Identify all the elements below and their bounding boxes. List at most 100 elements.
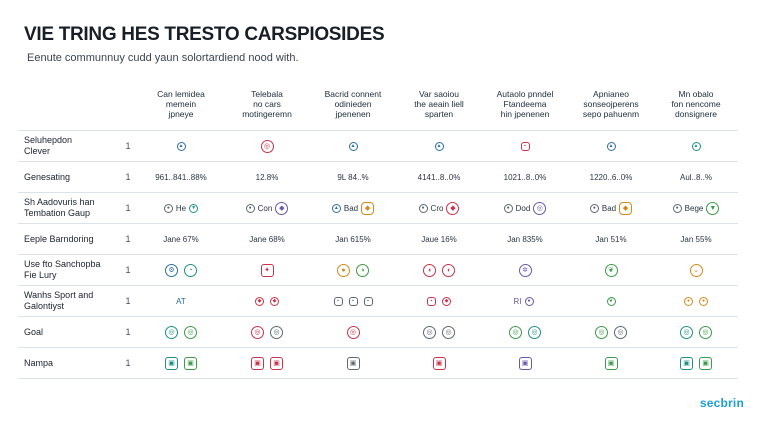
table-cell: ● ◑ xyxy=(310,254,396,286)
table-cell: ● ● xyxy=(654,285,738,317)
row-label-text: Eeple Barndoring xyxy=(24,233,94,244)
settings-icon: ⚙ xyxy=(165,263,178,277)
row-label: Sh Aadovuris han Tembation Gaup xyxy=(18,192,118,224)
row-index: 1 xyxy=(118,347,138,379)
column-header: Telebala no cars motingeremn xyxy=(224,78,310,131)
table-cell: ✲ xyxy=(482,254,568,286)
shield-icon: ▼ xyxy=(189,203,199,213)
row-label: Use fto Sanchopba Fie Lury xyxy=(18,254,118,286)
table-cell: ◎ xyxy=(310,316,396,348)
shield-icon: ▲ xyxy=(606,141,616,151)
table-cell: ▪ xyxy=(482,130,568,162)
cell-tag: Con xyxy=(257,203,273,213)
table-cell: 1220..6..0% xyxy=(568,161,654,193)
window-icon: ▣ xyxy=(518,356,532,370)
column-header: Autaolo pnndel Ftandeema hin jpenenen xyxy=(482,78,568,131)
table-row: Seluhepdon Clever 1 ▲ ◎ ▲ ▲ ▪ ▲ ▲ xyxy=(18,130,738,162)
column-header-label: Var saoiou the aeain liell sparten xyxy=(414,89,464,119)
grid-icon: ▪ xyxy=(427,296,436,306)
window-icon: ▣ xyxy=(432,356,446,370)
table-cell: Aul..8..% xyxy=(654,161,738,193)
table-cell: ❦ xyxy=(568,254,654,286)
corner-cell xyxy=(18,78,118,131)
table-row: Goal 1 ◎ ◎ ◎ ◎ ◎ ◎ ◎ ◎ ◎ ◎ ◎ ◎ ◎ xyxy=(18,316,738,348)
target-icon: ◎ xyxy=(251,325,264,339)
table-cell: AT xyxy=(138,285,224,317)
table-cell: ▲ Bad ◆ xyxy=(310,192,396,224)
target-icon: ◎ xyxy=(423,325,436,339)
globe-icon: ✲ xyxy=(518,263,532,277)
table-row: Eeple Barndoring 1 Jane 67% Jane 68% Jan… xyxy=(18,223,738,255)
table-cell: ● Con ◆ xyxy=(224,192,310,224)
chart-icon: ▪ xyxy=(520,141,530,151)
globe-icon: ◎ xyxy=(533,201,547,215)
eye-icon: ● xyxy=(163,203,173,213)
table-cell: ● Bad ◆ xyxy=(568,192,654,224)
window-icon: ▣ xyxy=(680,356,693,370)
cell-tag: Bad xyxy=(601,203,617,213)
window-icon: ▣ xyxy=(184,356,197,370)
row-index: 1 xyxy=(118,223,138,255)
shield-icon: ▲ xyxy=(176,141,186,151)
table-cell: ◎ ◎ xyxy=(482,316,568,348)
brand-logo: secbrin xyxy=(699,396,744,410)
window-icon: ▣ xyxy=(346,356,360,370)
row-index: 1 xyxy=(118,254,138,286)
badge-icon: ◆ xyxy=(619,201,633,215)
row-label: Nampa xyxy=(18,347,118,379)
table-cell: ◆ ◆ xyxy=(224,285,310,317)
target-icon: ◎ xyxy=(165,325,178,339)
column-header-label: Apnianeo sonseojperens sepo pahuenm xyxy=(582,89,640,119)
shield-icon: ▲ xyxy=(331,203,341,213)
row-index: 1 xyxy=(118,316,138,348)
target-icon: ◎ xyxy=(346,325,360,339)
row-label: Genesating xyxy=(18,161,118,193)
table-cell: ▲ xyxy=(138,130,224,162)
row-label: Eeple Barndoring xyxy=(18,223,118,255)
chevron-icon: ● xyxy=(684,296,693,306)
chevron-icon: ● xyxy=(699,296,708,306)
cell-tag: RI xyxy=(513,296,522,306)
table-cell: ◎ ◎ xyxy=(568,316,654,348)
cell-tag: Dod xyxy=(515,203,531,213)
row-index: 1 xyxy=(118,130,138,162)
table-cell: RI ● xyxy=(482,285,568,317)
table-cell: Jan 55% xyxy=(654,223,738,255)
table-cell: ◎ ◎ xyxy=(396,316,482,348)
row-label-text: Wanhs Sport and Galontiyst xyxy=(24,290,94,311)
chevron-icon: ⌄ xyxy=(689,263,703,277)
table-cell: ⚙ ◔ xyxy=(138,254,224,286)
table-cell: ▣ xyxy=(310,347,396,379)
column-header: Apnianeo sonseojperens sepo pahuenm xyxy=(568,78,654,131)
table-cell: Jan 835% xyxy=(482,223,568,255)
pin-icon: ◗ xyxy=(442,263,455,277)
column-header-label: Can lemidea memein jpneye xyxy=(157,89,205,119)
eye-icon: ● xyxy=(245,203,255,213)
table-cell: ▣ ▣ xyxy=(654,347,738,379)
flag-icon: ◆ xyxy=(270,296,279,306)
row-label-text: Genesating xyxy=(24,171,71,182)
table-cell: Jan 51% xyxy=(568,223,654,255)
window-icon: ▣ xyxy=(604,356,618,370)
grid-icon: ▪ xyxy=(348,296,358,306)
table-cell: ◎ ◎ xyxy=(654,316,738,348)
row-index: 1 xyxy=(118,192,138,224)
table-cell: 961..841..88% xyxy=(138,161,224,193)
table-cell: ▪ ▪ ▪ xyxy=(310,285,396,317)
cell-tag: He xyxy=(175,203,187,213)
table-cell: Jaue 16% xyxy=(396,223,482,255)
shield-icon: ▲ xyxy=(348,141,358,151)
page-subtitle: Eenute communnuy cudd yaun solortardiend… xyxy=(27,52,299,64)
row-label: Goal xyxy=(18,316,118,348)
column-header-label: Autaolo pnndel Ftandeema hin jpenenen xyxy=(496,89,554,119)
column-header-label: Bacrid connent odinieden jpenenen xyxy=(324,89,382,119)
row-label: Seluhepdon Clever xyxy=(18,130,118,162)
shield-icon: ▲ xyxy=(691,141,701,151)
table-row: Genesating 1 961..841..88% 12.8% 9L 84..… xyxy=(18,161,738,193)
cell-tag: Bad xyxy=(343,203,359,213)
table-row: Nampa 1 ▣ ▣ ▣ ▣ ▣ ▣ ▣ ▣ ▣ ▣ xyxy=(18,347,738,379)
table-cell: ✦ xyxy=(224,254,310,286)
table-cell: Jane 68% xyxy=(224,223,310,255)
leaf-icon: ❦ xyxy=(606,296,616,306)
grid-icon: ▪ xyxy=(363,296,373,306)
